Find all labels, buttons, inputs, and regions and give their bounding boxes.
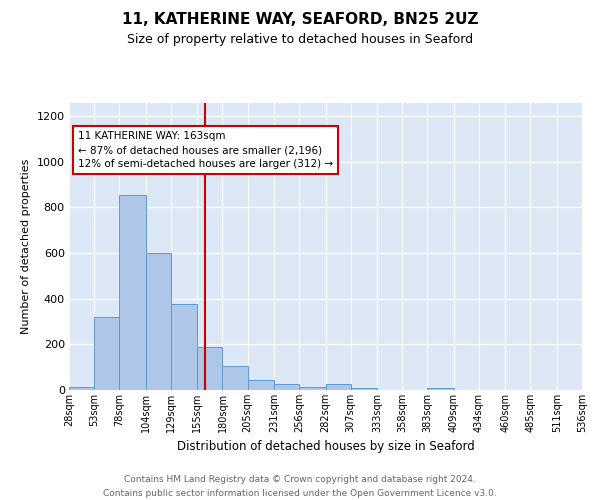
Bar [223, 366, 248, 390]
Bar [274, 384, 299, 390]
Text: Contains HM Land Registry data © Crown copyright and database right 2024.
Contai: Contains HM Land Registry data © Crown c… [103, 476, 497, 498]
Bar [325, 384, 351, 390]
Text: 11 KATHERINE WAY: 163sqm
← 87% of detached houses are smaller (2,196)
12% of sem: 11 KATHERINE WAY: 163sqm ← 87% of detach… [78, 131, 333, 169]
X-axis label: Distribution of detached houses by size in Seaford: Distribution of detached houses by size … [176, 440, 475, 454]
Bar [427, 388, 454, 390]
Y-axis label: Number of detached properties: Number of detached properties [21, 158, 31, 334]
Text: Size of property relative to detached houses in Seaford: Size of property relative to detached ho… [127, 32, 473, 46]
Bar [351, 388, 377, 390]
Bar [248, 380, 274, 390]
Bar [119, 195, 146, 390]
Bar [146, 253, 171, 390]
Bar [94, 317, 119, 390]
Bar [299, 386, 325, 390]
Bar [171, 304, 197, 390]
Bar [69, 386, 94, 390]
Text: 11, KATHERINE WAY, SEAFORD, BN25 2UZ: 11, KATHERINE WAY, SEAFORD, BN25 2UZ [122, 12, 478, 28]
Bar [197, 346, 223, 390]
